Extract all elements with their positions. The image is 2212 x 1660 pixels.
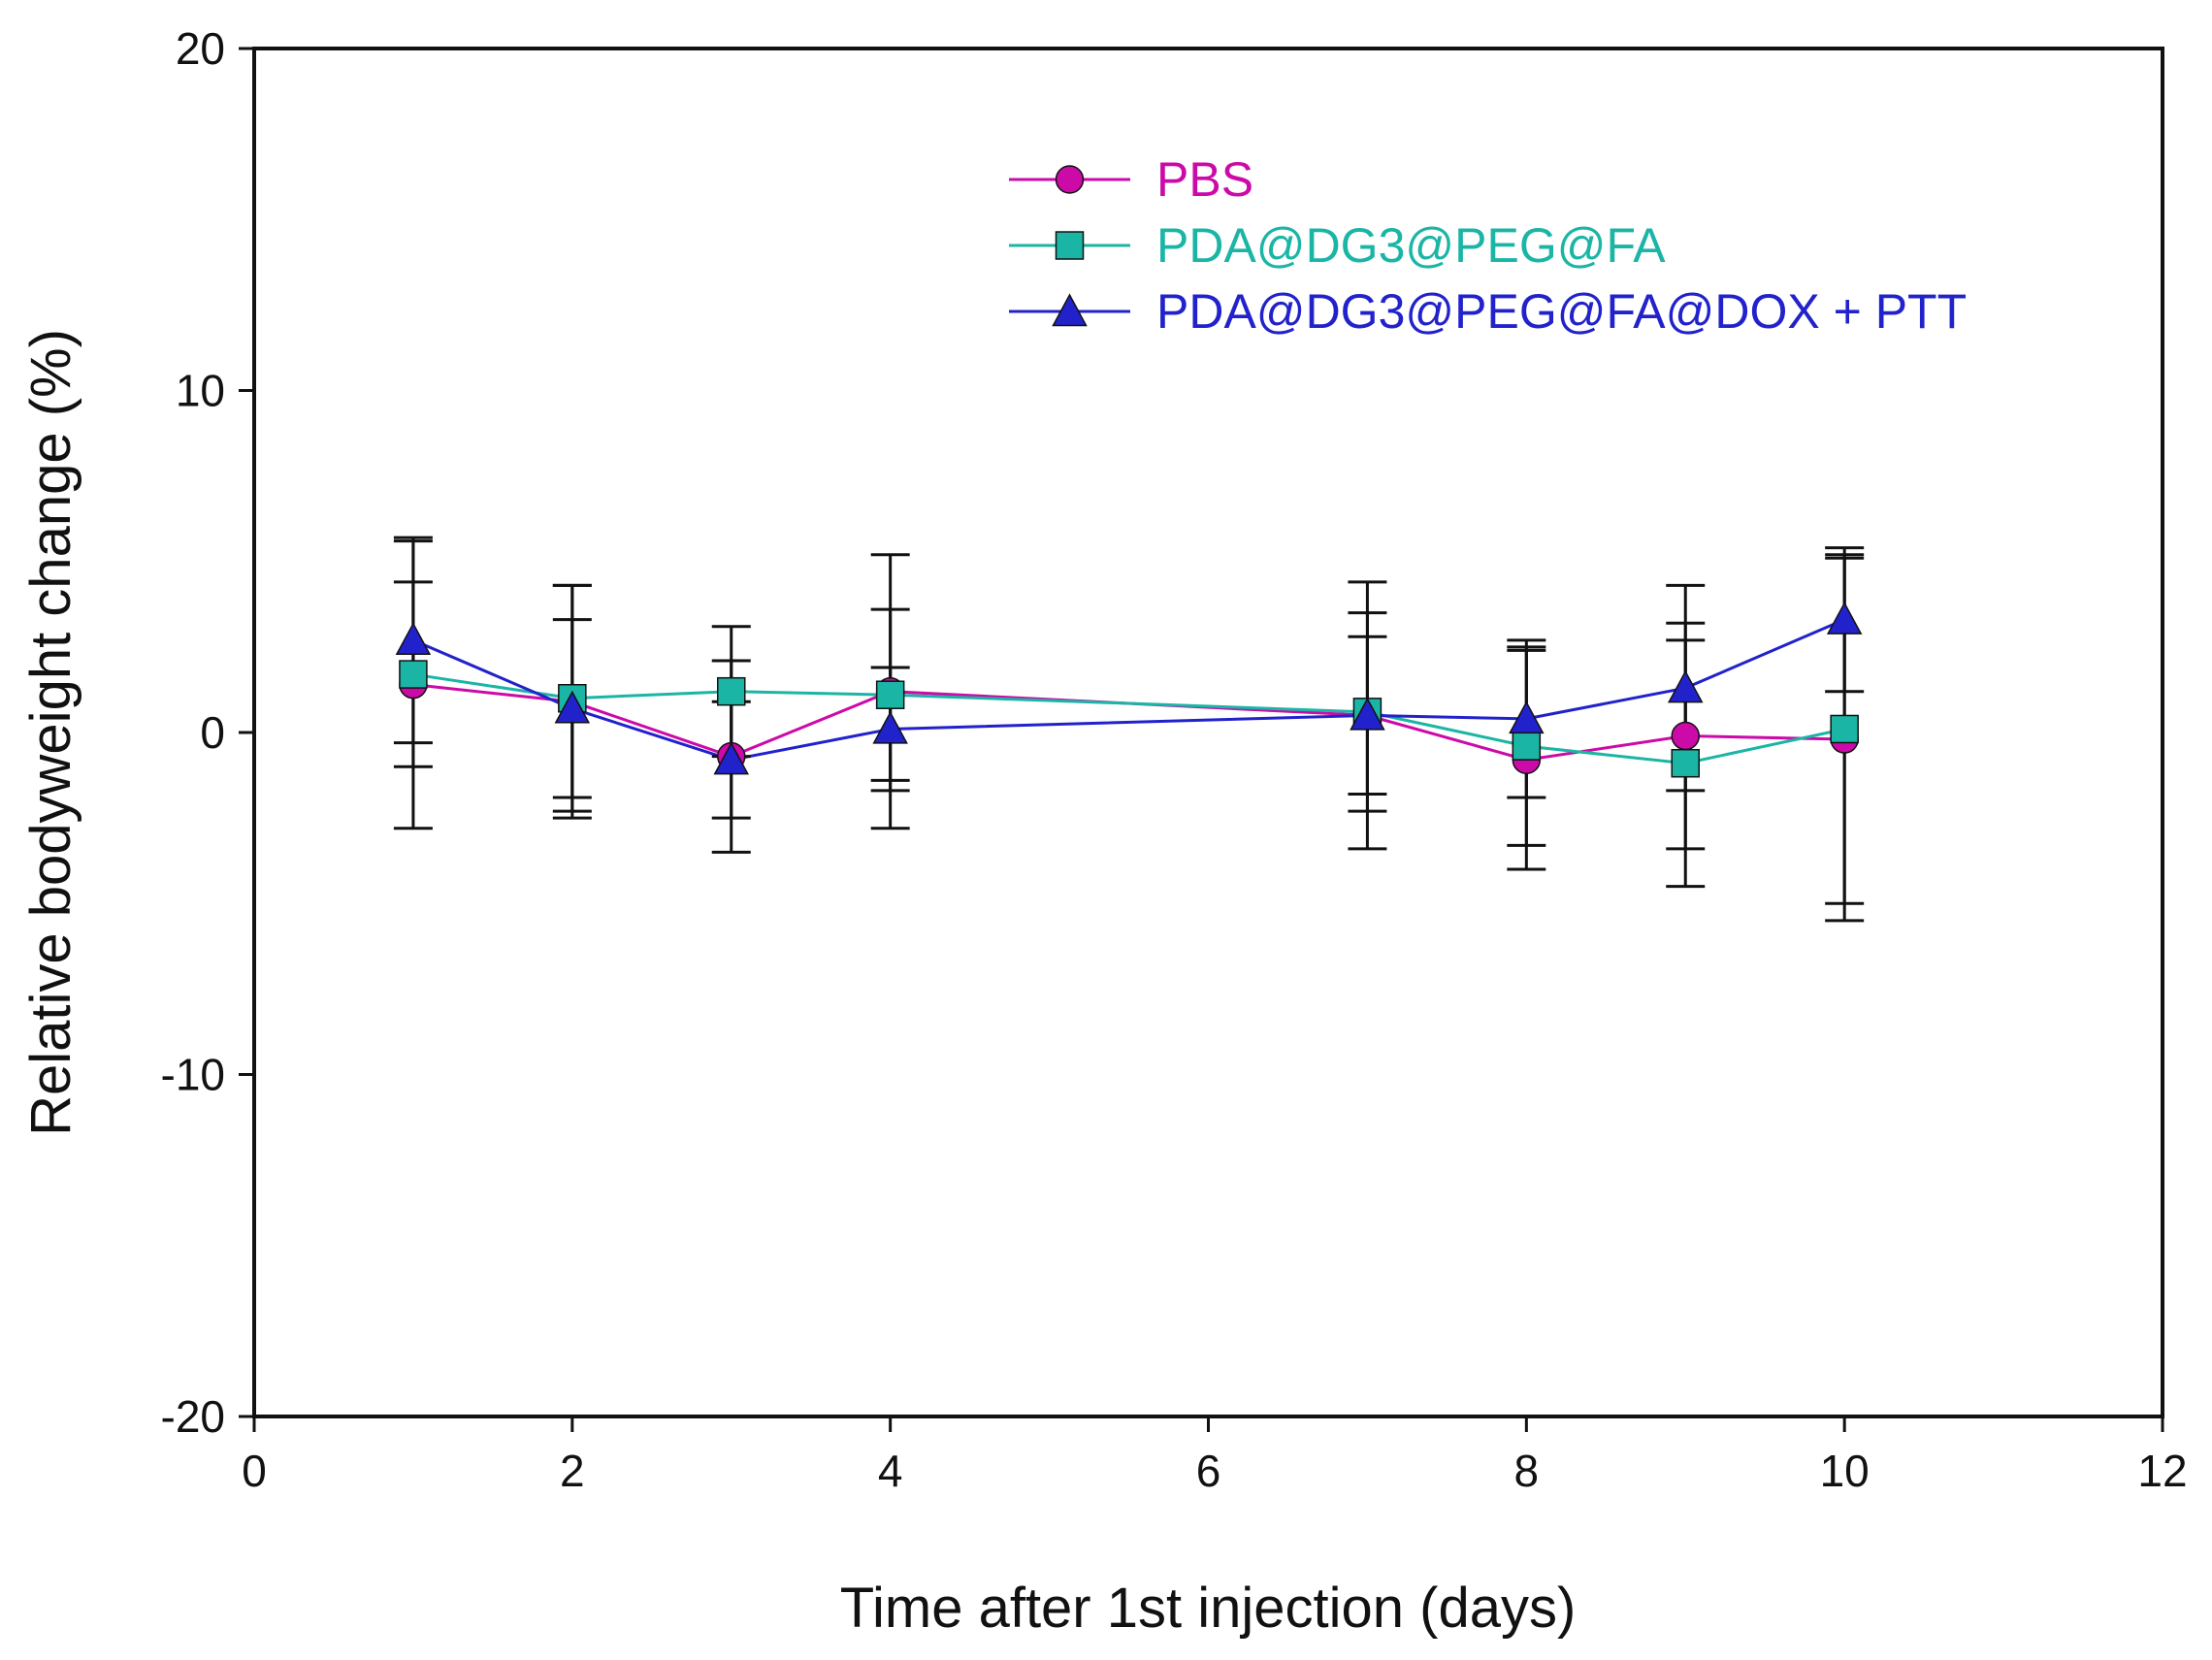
legend-item: PBS: [1009, 152, 1253, 207]
legend-marker: [1052, 293, 1088, 327]
legend-label: PDA@DG3@PEG@FA@DOX + PTT: [1156, 284, 1967, 339]
data-point: [717, 676, 746, 706]
data-point: [1830, 714, 1859, 744]
series-layer: [393, 536, 1865, 923]
data-point: [395, 622, 432, 656]
legend-item: PDA@DG3@PEG@FA: [1009, 218, 1666, 273]
series-markers: [395, 602, 1863, 778]
legend-marker: [1055, 231, 1085, 260]
data-point: [875, 680, 905, 709]
y-axis-title: Relative bodyweight change (%): [19, 329, 82, 1136]
y-tick-label: 20: [176, 23, 225, 74]
data-point: [554, 690, 591, 724]
series-lines: [412, 618, 1845, 765]
data-point: [1671, 721, 1700, 751]
x-tick-label: 2: [560, 1446, 585, 1496]
series-line-3: [412, 618, 1845, 762]
series-line-2: [412, 672, 1845, 765]
data-point: [1512, 732, 1542, 761]
legend-marker: [1055, 165, 1085, 194]
legend-item: PDA@DG3@PEG@FA@DOX + PTT: [1009, 284, 1967, 339]
y-axis-ticks: -20 -10 0 10 20: [161, 23, 254, 1442]
data-point: [399, 660, 428, 689]
y-tick-label: 0: [200, 707, 225, 758]
data-point: [713, 741, 750, 775]
x-tick-label: 6: [1196, 1446, 1221, 1496]
legend-label: PDA@DG3@PEG@FA: [1156, 218, 1666, 273]
legend: PBS PDA@DG3@PEG@FA PDA@DG3@PEG@FA@DOX + PT…: [1009, 152, 1967, 339]
y-tick-label: 10: [176, 366, 225, 416]
data-point: [872, 710, 908, 744]
data-point: [1350, 697, 1385, 731]
error-bars: [393, 536, 1865, 923]
data-point: [1671, 748, 1700, 778]
x-axis-ticks: 0 2 4 6 8 10 12: [242, 1416, 2188, 1496]
x-tick-label: 4: [878, 1446, 903, 1496]
x-tick-label: 12: [2137, 1446, 2187, 1496]
x-tick-label: 10: [1820, 1446, 1870, 1496]
data-point: [1667, 669, 1704, 703]
legend-label: PBS: [1156, 152, 1253, 207]
x-axis-title: Time after 1st injection (days): [840, 1577, 1577, 1640]
data-point: [1509, 700, 1545, 734]
x-tick-label: 8: [1514, 1446, 1540, 1496]
data-point: [1826, 602, 1863, 635]
y-tick-label: -20: [161, 1391, 225, 1442]
x-tick-label: 0: [242, 1446, 267, 1496]
y-tick-label: -10: [161, 1050, 225, 1100]
